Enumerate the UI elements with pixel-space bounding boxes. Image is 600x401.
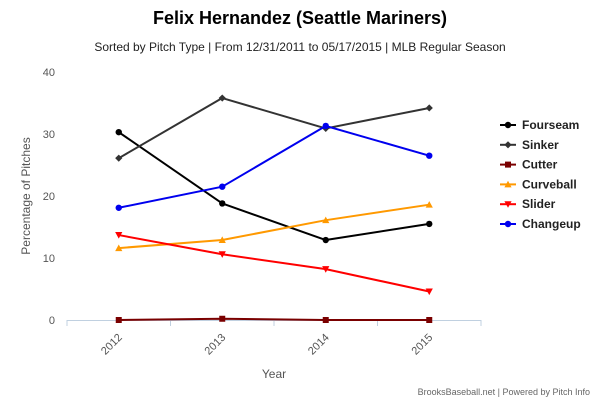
data-point-slider — [218, 251, 226, 258]
data-point-fourseam — [219, 200, 226, 207]
series-line-cutter — [118, 317, 430, 321]
y-tick-label: 40 — [43, 67, 55, 79]
data-point-slider — [322, 266, 330, 273]
data-point-sinker — [425, 104, 433, 112]
data-point-changeup — [115, 204, 122, 211]
data-point-fourseam — [426, 220, 433, 228]
legend-item-curveball[interactable]: Curveball — [500, 177, 577, 191]
x-tick-label: 2015 — [410, 332, 436, 358]
data-point-sinker — [115, 154, 123, 162]
legend-marker — [504, 141, 512, 149]
legend-label: Fourseam — [522, 118, 579, 132]
data-point-curveball — [322, 216, 330, 224]
legend-marker — [504, 180, 512, 188]
series-line-curveball — [118, 203, 430, 250]
data-point-cutter — [219, 315, 226, 322]
series-line-slider — [118, 234, 430, 293]
data-point-changeup — [219, 183, 226, 190]
legend-label: Curveball — [522, 177, 577, 191]
chart-subtitle: Sorted by Pitch Type | From 12/31/2011 t… — [94, 40, 505, 54]
y-tick-label: 20 — [43, 191, 55, 203]
y-tick-label: 30 — [43, 129, 55, 141]
x-tick-label: 2013 — [203, 332, 229, 358]
series-sinker — [115, 94, 433, 162]
series-changeup — [115, 122, 433, 211]
series-cutter — [115, 315, 433, 323]
data-point-fourseam — [322, 236, 329, 244]
x-tick-label: 2014 — [306, 332, 332, 358]
y-tick-label: 0 — [49, 315, 55, 327]
data-point-cutter — [426, 317, 433, 323]
legend-marker — [504, 201, 512, 208]
data-point-fourseam — [115, 128, 122, 136]
chart-credits: BrooksBaseball.net | Powered by Pitch In… — [418, 387, 590, 397]
legend-label: Sinker — [522, 138, 559, 152]
legend-label: Slider — [522, 197, 556, 211]
legend-item-changeup[interactable]: Changeup — [500, 217, 581, 231]
data-point-changeup — [322, 122, 329, 130]
legend-item-sinker[interactable]: Sinker — [500, 138, 559, 152]
data-point-cutter — [115, 317, 122, 323]
legend-label: Cutter — [522, 158, 558, 172]
legend-item-cutter[interactable]: Cutter — [500, 158, 558, 172]
legend: Fourseam Sinker Cutter Curveball Slider Chang… — [500, 118, 581, 231]
data-point-slider — [115, 232, 123, 239]
series-line-fourseam — [118, 131, 430, 242]
data-point-changeup — [426, 152, 433, 159]
data-point-curveball — [218, 236, 226, 244]
data-point-cutter — [322, 317, 329, 323]
legend-marker — [505, 161, 511, 168]
data-point-slider — [425, 288, 433, 296]
series-lines — [115, 94, 433, 323]
legend-marker — [504, 220, 512, 228]
chart-title: Felix Hernandez (Seattle Mariners) — [153, 8, 447, 28]
data-point-sinker — [218, 94, 226, 102]
data-point-curveball — [115, 244, 123, 252]
y-axis-title: Percentage of Pitches — [19, 137, 33, 254]
legend-item-fourseam[interactable]: Fourseam — [500, 118, 579, 132]
legend-marker — [504, 121, 512, 129]
y-tick-label: 10 — [43, 253, 55, 265]
legend-item-slider[interactable]: Slider — [500, 197, 556, 211]
data-point-curveball — [425, 201, 433, 208]
series-slider — [115, 232, 433, 296]
x-tick-label: 2012 — [99, 332, 125, 358]
series-fourseam — [115, 128, 433, 244]
series-line-sinker — [118, 97, 430, 160]
x-axis-title: Year — [262, 367, 286, 381]
legend-label: Changeup — [522, 217, 581, 231]
series-line-changeup — [118, 124, 430, 209]
